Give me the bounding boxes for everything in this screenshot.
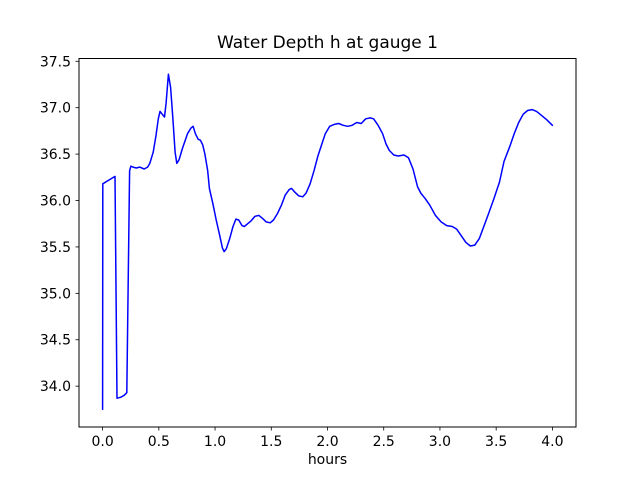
y-tick-label: 35.5 [40, 240, 71, 256]
chart-title: Water Depth h at gauge 1 [217, 33, 438, 53]
x-axis-label: hours [308, 452, 347, 468]
water-depth-line [101, 73, 554, 411]
y-tick-label: 37.0 [40, 101, 71, 117]
x-tick-label: 1.0 [204, 434, 226, 450]
x-tick-label: 1.5 [260, 434, 282, 450]
x-tick-label: 4.0 [541, 434, 563, 450]
x-tick-label: 0.0 [91, 434, 113, 450]
y-tick-label: 35.0 [40, 286, 71, 302]
x-tick-label: 2.0 [316, 434, 338, 450]
y-tick-label: 34.5 [40, 333, 71, 349]
y-tick-label: 36.0 [40, 194, 71, 210]
tick-group: 0.0 0.5 1.0 1.5 2.0 2.5 3.0 3.5 4.0 34.0 34.5 35.0 3… [40, 54, 564, 450]
x-tick-label: 3.5 [485, 434, 507, 450]
y-tick-label: 36.5 [40, 147, 71, 163]
x-tick-label: 2.5 [373, 434, 395, 450]
x-tick-label: 3.0 [429, 434, 451, 450]
x-tick-label: 0.5 [148, 434, 170, 450]
y-tick-label: 37.5 [40, 54, 71, 70]
y-tick-label: 34.0 [40, 379, 71, 395]
